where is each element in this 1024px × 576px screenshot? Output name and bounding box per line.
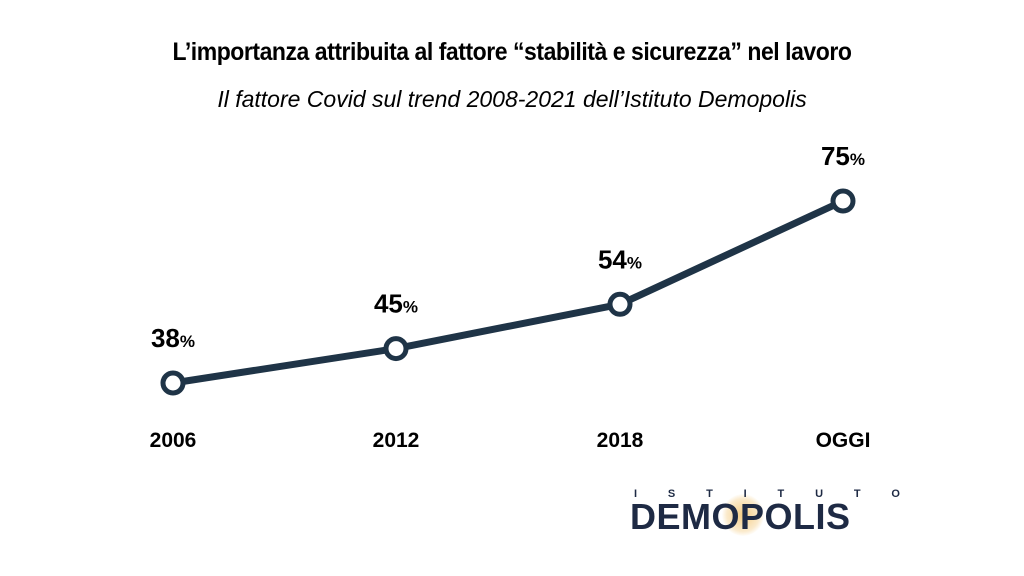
logo-top-letter: T — [777, 488, 785, 500]
logo-top-letter: U — [815, 488, 824, 500]
logo-top-letter: I — [743, 488, 747, 500]
data-point — [160, 370, 186, 396]
x-tick-label: 2018 — [597, 429, 644, 452]
logo-top-letter: O — [891, 488, 900, 500]
chart-subtitle: Il fattore Covid sul trend 2008-2021 del… — [217, 86, 807, 112]
demopolis-logo: I S T I T U T O DEMOPOLIS — [630, 488, 910, 538]
logo-top-letter: S — [667, 488, 676, 500]
data-point — [830, 188, 856, 214]
chart-title: L’importanza attribuita al fattore “stab… — [172, 38, 852, 66]
x-tick-label: OGGI — [816, 429, 871, 452]
logo-main-text: DEMOPOLIS — [630, 496, 851, 537]
data-point — [383, 336, 409, 362]
data-point — [607, 291, 633, 317]
data-label: 45% — [374, 289, 418, 319]
series-line — [169, 197, 847, 387]
logo-top-letter: I — [634, 488, 638, 500]
logo-top-letter: T — [706, 488, 713, 500]
data-label: 75% — [821, 141, 865, 171]
data-label: 54% — [598, 244, 642, 274]
logo-glow-icon — [722, 494, 764, 536]
logo-top-letter: T — [853, 488, 861, 500]
x-tick-label: 2006 — [150, 429, 197, 452]
data-label: 38% — [151, 323, 195, 353]
x-tick-label: 2012 — [373, 429, 420, 452]
